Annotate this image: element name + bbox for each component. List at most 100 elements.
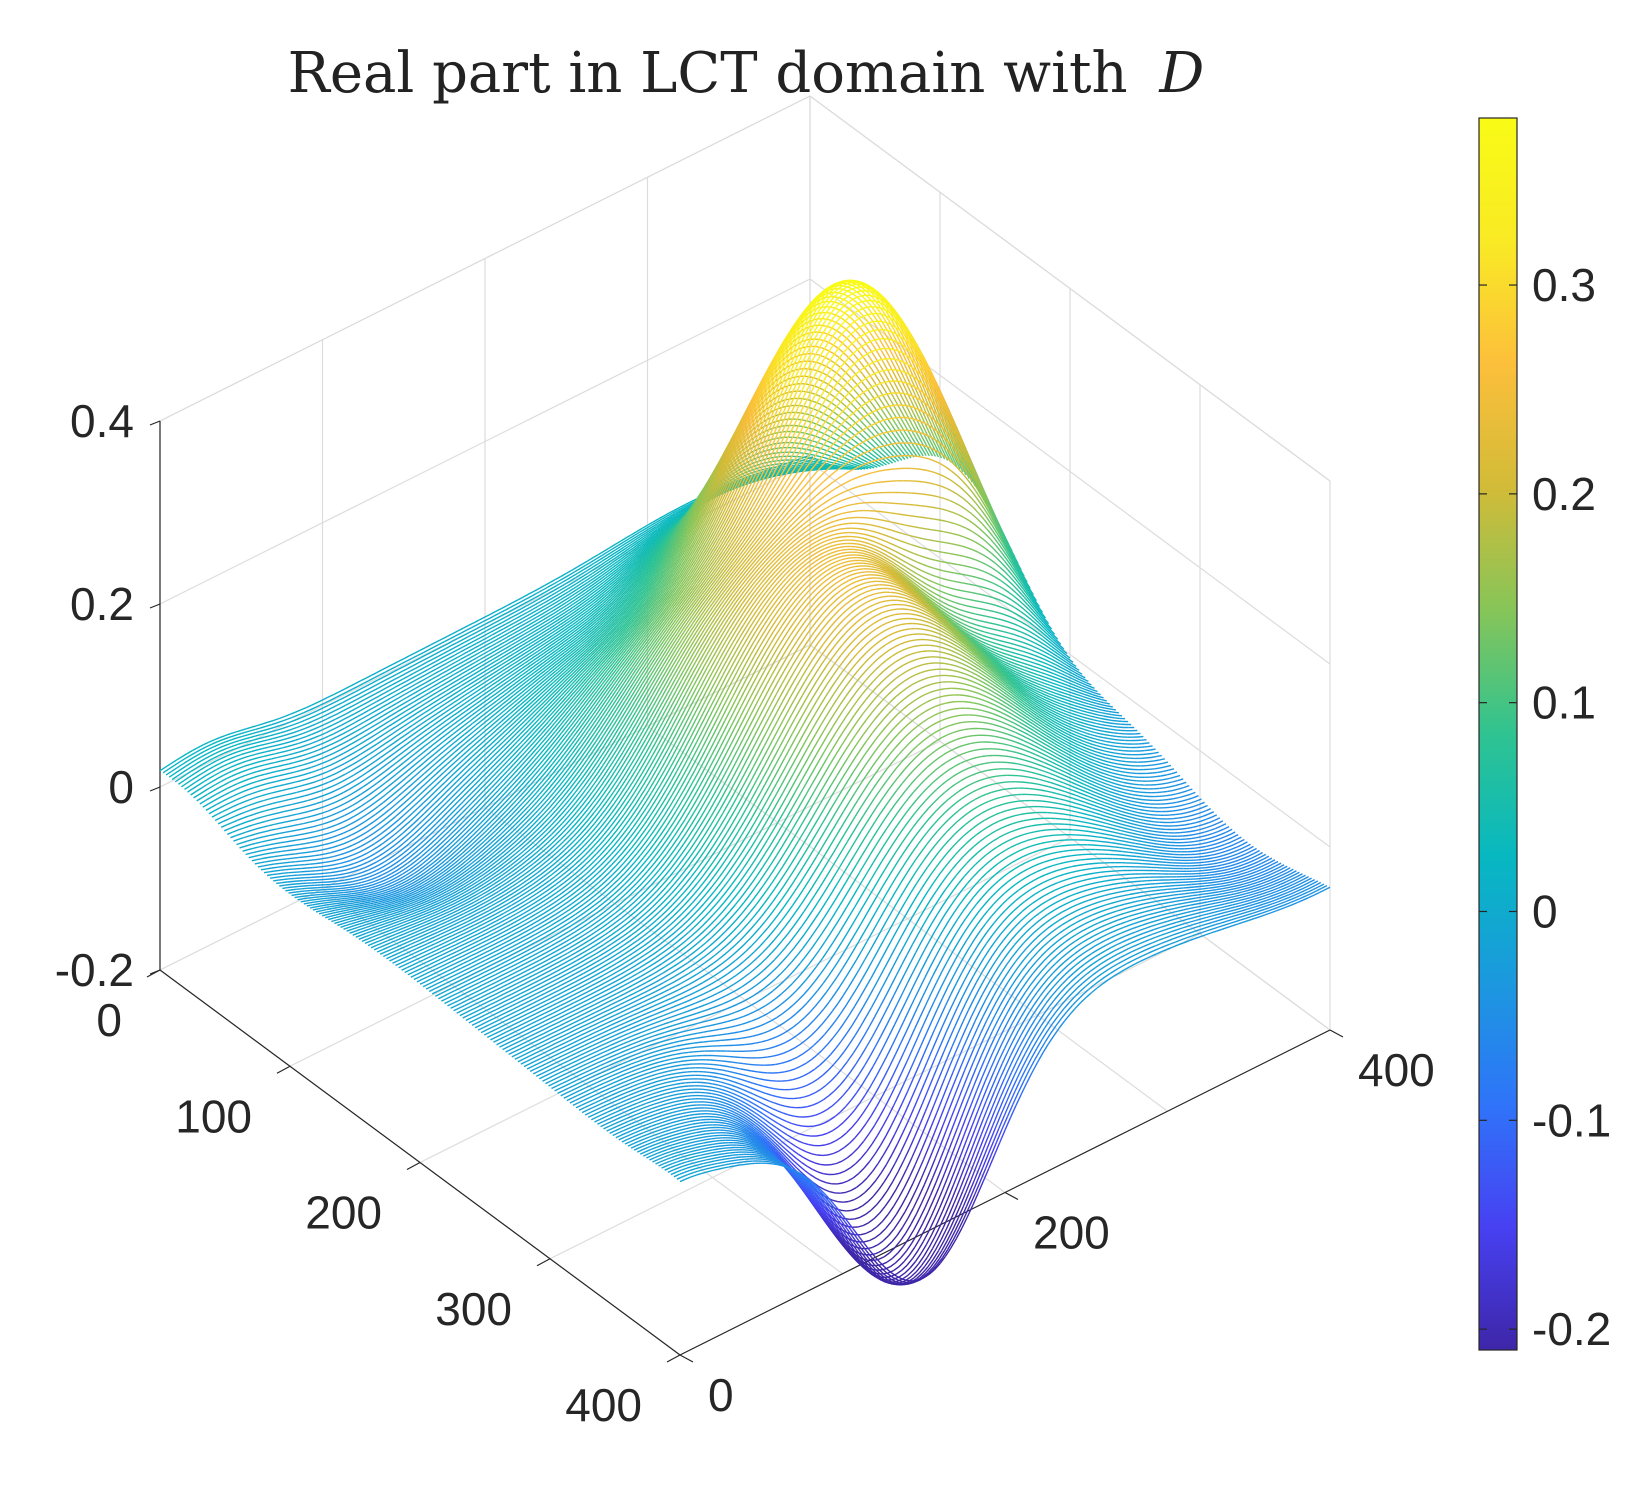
mesh-segment [278, 715, 285, 720]
mesh-segment [269, 843, 276, 846]
mesh-segment [396, 832, 403, 839]
mesh-segment [678, 511, 685, 517]
mesh-segment [573, 610, 581, 616]
mesh-segment [673, 516, 681, 522]
mesh-segment [304, 793, 311, 797]
mesh-segment [257, 755, 264, 759]
mesh-segment [424, 740, 432, 747]
mesh-segment [577, 590, 584, 596]
mesh-segment [613, 571, 620, 578]
mesh-segment [578, 601, 585, 607]
mesh-segment [304, 717, 311, 722]
mesh-segment [459, 675, 466, 680]
mesh-segment [620, 559, 627, 565]
mesh-segment [400, 754, 407, 760]
mesh-segment [427, 734, 434, 740]
mesh-segment [315, 862, 321, 865]
mesh-segment [549, 650, 556, 656]
mesh-segment [254, 832, 261, 835]
mesh-segment [392, 689, 399, 694]
mesh-segment [398, 665, 405, 670]
mesh-segment [450, 771, 457, 778]
mesh-segment [840, 458, 847, 463]
mesh-segment [624, 566, 632, 573]
mesh-segment [491, 655, 499, 661]
mesh-segment [275, 850, 282, 853]
mesh-segment [343, 715, 350, 720]
mesh-segment [357, 839, 364, 844]
mesh-segment [858, 453, 865, 458]
mesh-segment [393, 777, 400, 783]
mesh-segment [845, 439, 852, 445]
mesh-segment [818, 424, 825, 429]
mesh-segment [376, 698, 383, 703]
mesh-segment [649, 544, 656, 551]
mesh-segment [361, 771, 368, 777]
mesh-segment [347, 816, 354, 821]
mesh-segment [491, 738, 498, 745]
mesh-segment [461, 669, 468, 675]
mesh-segment [355, 718, 362, 723]
mesh-segment [345, 867, 352, 871]
mesh-segment [332, 874, 339, 877]
mesh-segment [506, 602, 513, 607]
mesh-segment [574, 567, 581, 573]
mesh-segment [305, 851, 312, 854]
mesh-segment [424, 671, 431, 676]
mesh-segment [647, 537, 654, 544]
mesh-segment [371, 836, 378, 841]
mesh-segment [439, 791, 447, 799]
mesh-segment [365, 839, 372, 845]
mesh-segment [371, 869, 378, 874]
mesh-segment [364, 727, 371, 733]
mesh-segment [359, 832, 366, 837]
mesh-segment [260, 725, 267, 729]
mesh-segment [513, 666, 520, 672]
mesh-segment [477, 653, 484, 658]
mesh-segment [311, 858, 318, 861]
mesh-segment [379, 793, 387, 800]
mesh-segment [294, 760, 300, 764]
mesh-segment [368, 832, 375, 838]
mesh-segment [285, 728, 292, 732]
mesh-segment [435, 665, 442, 670]
mesh-segment [263, 864, 269, 867]
mesh-segment [350, 820, 357, 825]
mesh-segment [512, 630, 519, 635]
mesh-segment [658, 518, 665, 524]
mesh-segment [433, 739, 440, 745]
mesh-segment [375, 849, 382, 854]
mesh-segment [241, 728, 247, 731]
mesh-segment [205, 806, 212, 812]
mesh-segment [486, 684, 493, 690]
mesh-segment [276, 720, 283, 724]
mesh-segment [585, 567, 593, 572]
mesh-segment [612, 604, 620, 612]
mesh-segment [238, 757, 245, 761]
mesh-segment [378, 861, 385, 866]
mesh-segment [540, 597, 547, 603]
mesh-segment [438, 695, 445, 701]
mesh-segment [429, 718, 436, 724]
mesh-segment [537, 602, 544, 607]
mesh-segment [602, 598, 609, 605]
mesh-segment [227, 831, 233, 835]
mesh-segment [406, 760, 413, 767]
mesh-segment [317, 783, 324, 787]
mesh-segment [376, 778, 383, 784]
mesh-segment [247, 767, 254, 771]
mesh-segment [355, 817, 363, 822]
mesh-segment [405, 750, 412, 756]
mesh-segment [826, 463, 833, 466]
mesh-segment [367, 767, 374, 773]
mesh-segment [650, 536, 657, 543]
mesh-segment [506, 633, 513, 638]
mesh-segment [425, 716, 433, 722]
mesh-segment [425, 750, 432, 757]
mesh-segment [336, 701, 343, 706]
mesh-segment [464, 729, 471, 735]
mesh-segment [431, 712, 438, 718]
mesh-segment [402, 704, 409, 710]
mesh-segment [174, 769, 181, 775]
mesh-segment [227, 761, 234, 765]
